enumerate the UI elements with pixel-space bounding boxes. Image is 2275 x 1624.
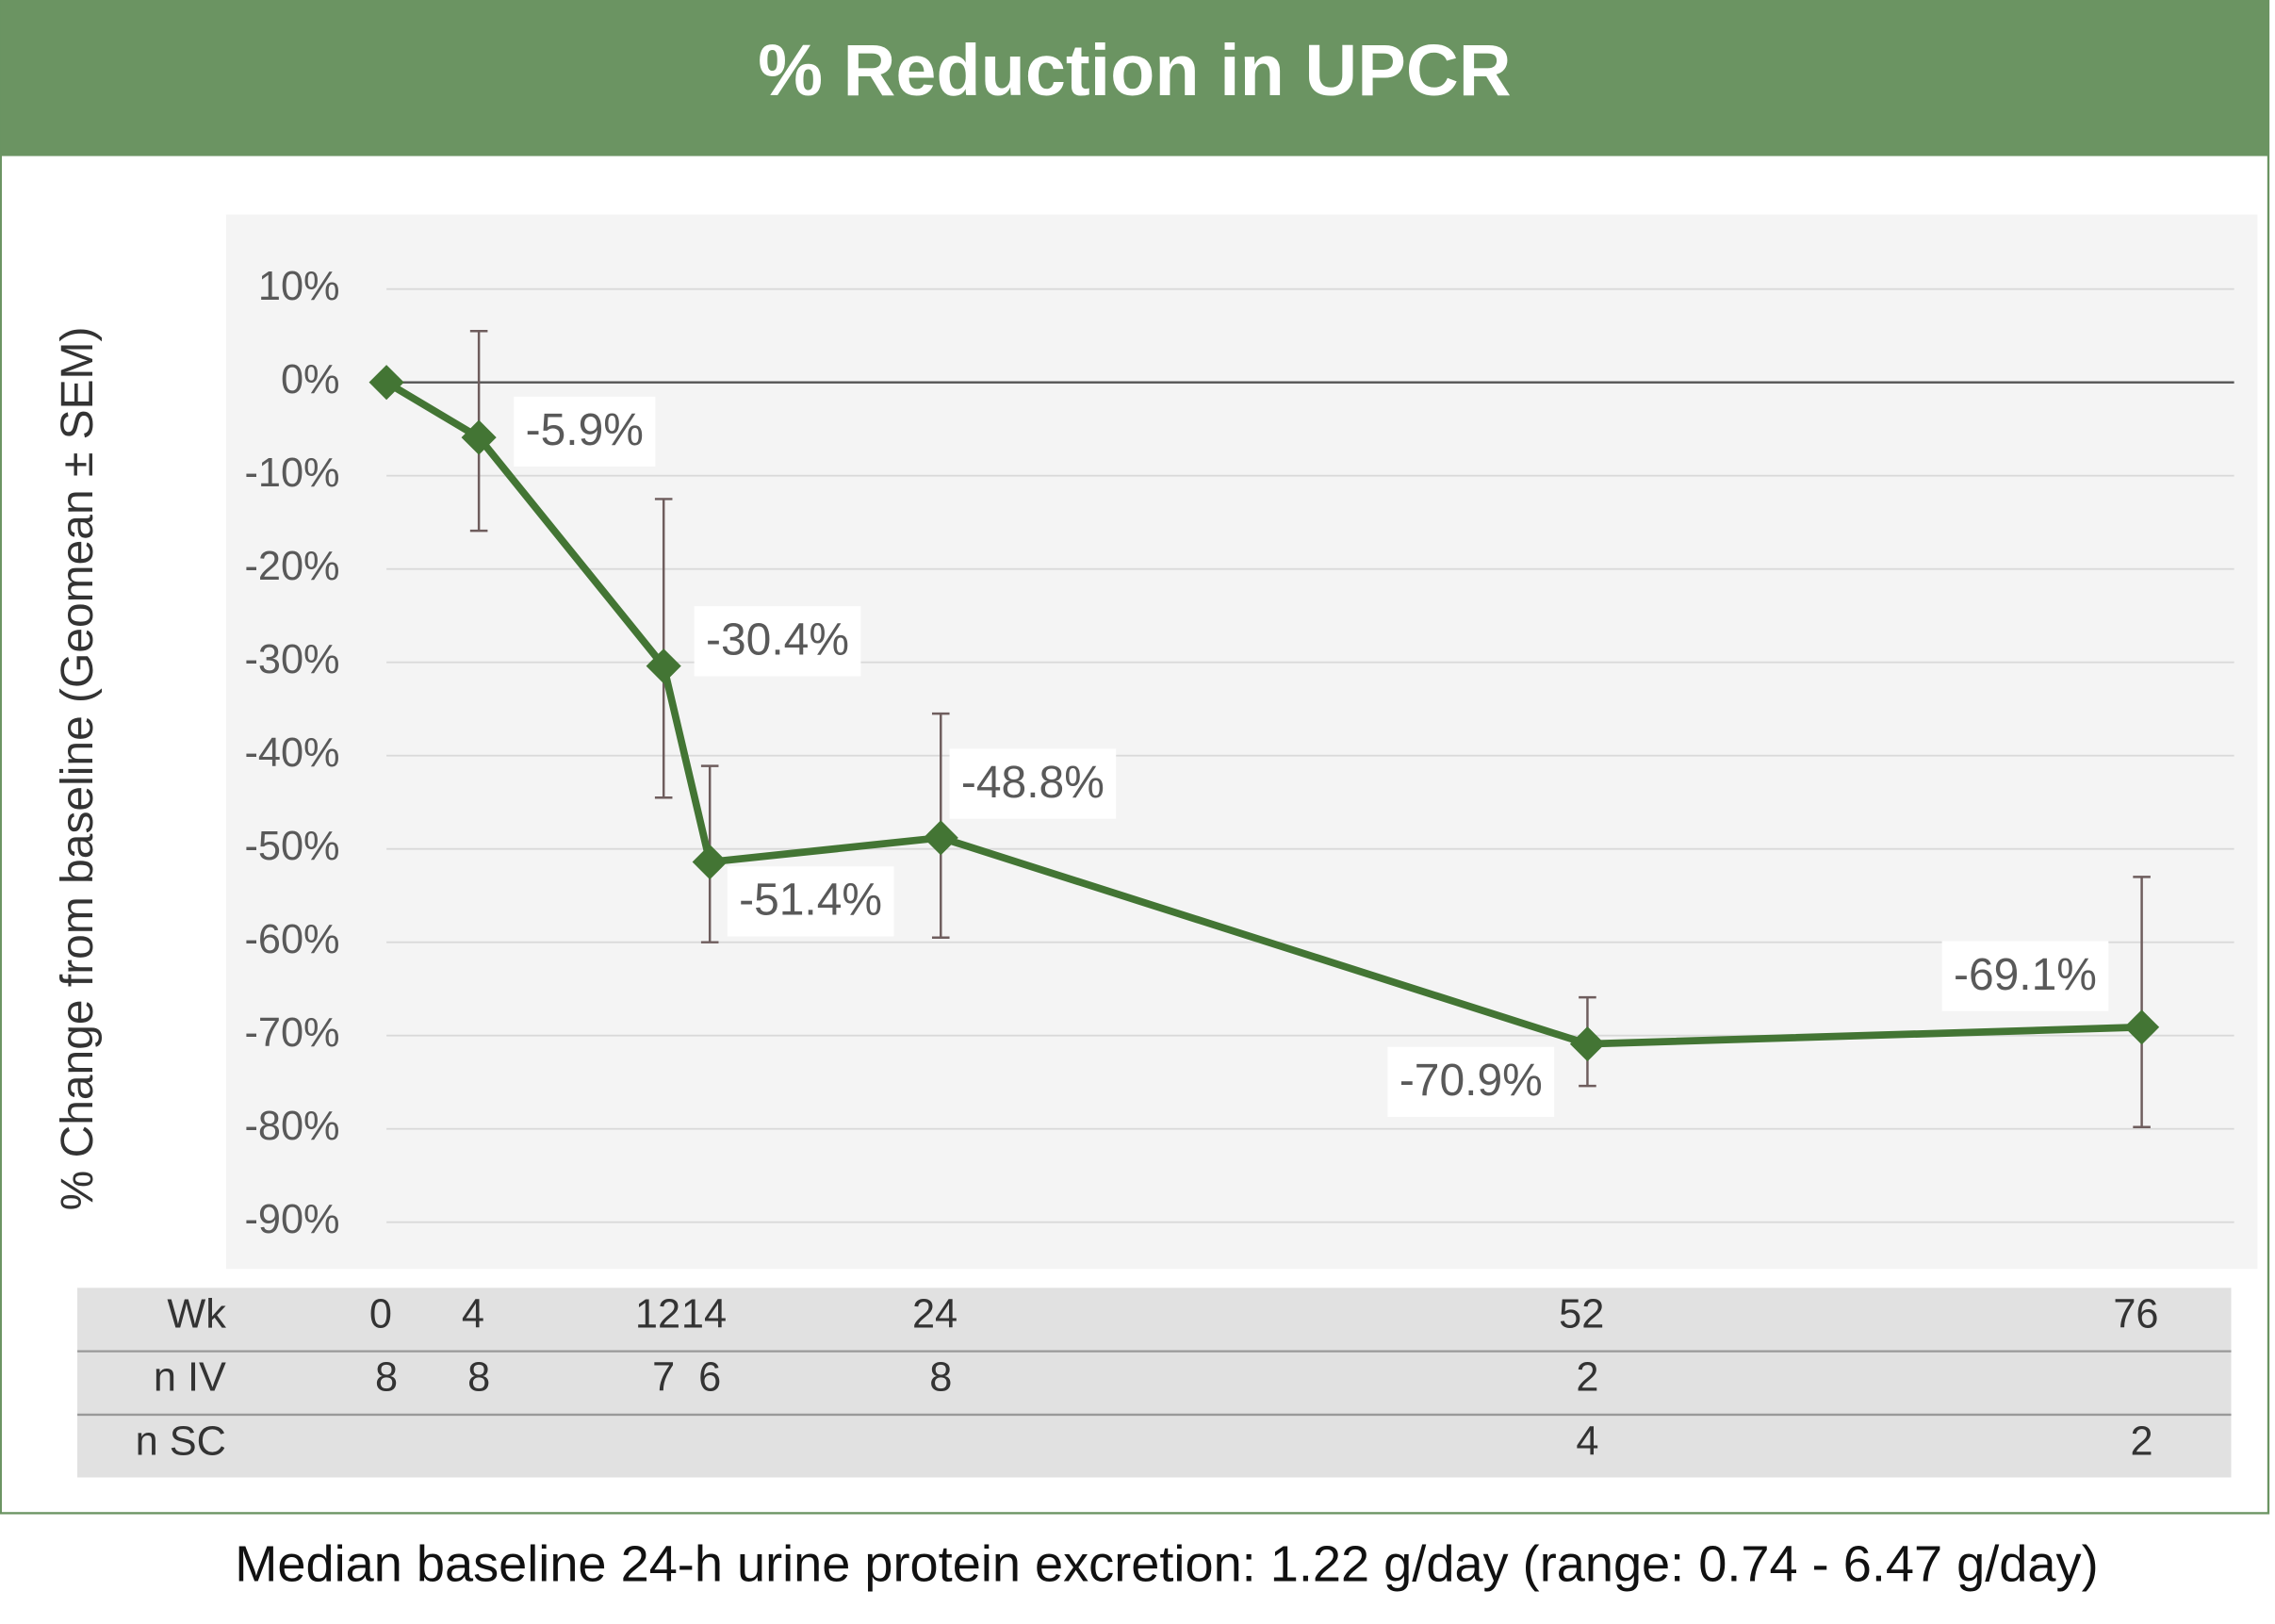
y-tick-label: -50% — [244, 824, 339, 869]
value-label: -51.4% — [739, 876, 882, 926]
table-cell: 2 — [1576, 1354, 1598, 1400]
value-label-bg — [949, 748, 1117, 819]
value-label: -30.4% — [706, 615, 849, 665]
y-tick-label: -90% — [244, 1197, 339, 1242]
y-tick-label: -10% — [244, 451, 339, 496]
value-label: -48.8% — [961, 758, 1105, 808]
table-cell: 76 — [2113, 1292, 2158, 1337]
value-label-bg — [727, 866, 894, 937]
value-label: -5.9% — [526, 405, 644, 455]
value-label: -69.1% — [1954, 950, 2097, 1000]
value-label-bg — [1941, 941, 2109, 1011]
table-cell: 2 — [2131, 1419, 2153, 1464]
table-cell: 14 — [681, 1292, 727, 1337]
table-cell: 24 — [912, 1292, 957, 1337]
chart-title: % Reduction in UPCR — [758, 30, 1511, 111]
y-axis-label: % Change from baseline (Geomean ± SEM) — [53, 327, 103, 1211]
y-tick-label: -80% — [244, 1104, 339, 1149]
y-tick-label: -40% — [244, 730, 339, 776]
table-row-label: n IV — [154, 1354, 226, 1400]
value-label: -70.9% — [1399, 1056, 1543, 1106]
table-cell: 0 — [369, 1292, 392, 1337]
marker — [692, 844, 728, 880]
table-cell: 7 — [652, 1354, 675, 1400]
table-cell: 6 — [698, 1354, 721, 1400]
value-label-bg — [1387, 1046, 1555, 1117]
value-label-bg — [694, 606, 861, 677]
table-cell: 4 — [1576, 1419, 1598, 1464]
table-cell: 8 — [929, 1354, 952, 1400]
y-tick-label: -70% — [244, 1010, 339, 1056]
y-tick-label: 0% — [281, 357, 340, 402]
y-tick-label: -60% — [244, 917, 339, 962]
table-cell: 52 — [1559, 1292, 1604, 1337]
table-row-label: n SC — [136, 1419, 226, 1464]
title-bar — [0, 0, 2269, 156]
marker — [923, 820, 958, 856]
table-bg — [77, 1288, 2232, 1478]
value-label-bg — [514, 396, 656, 468]
footnote: Median baseline 24-h urine protein excre… — [235, 1536, 2098, 1593]
y-tick-label: -30% — [244, 637, 339, 682]
table-row-label: Wk — [167, 1292, 226, 1337]
marker — [461, 419, 497, 455]
plot-area — [225, 214, 2258, 1270]
y-tick-label: 10% — [258, 264, 340, 309]
marker — [646, 648, 681, 684]
table-cell: 8 — [467, 1354, 490, 1400]
table-cell: 12 — [635, 1292, 680, 1337]
table-cell: 4 — [462, 1292, 484, 1337]
y-tick-label: -20% — [244, 544, 339, 589]
table-cell: 8 — [375, 1354, 398, 1400]
